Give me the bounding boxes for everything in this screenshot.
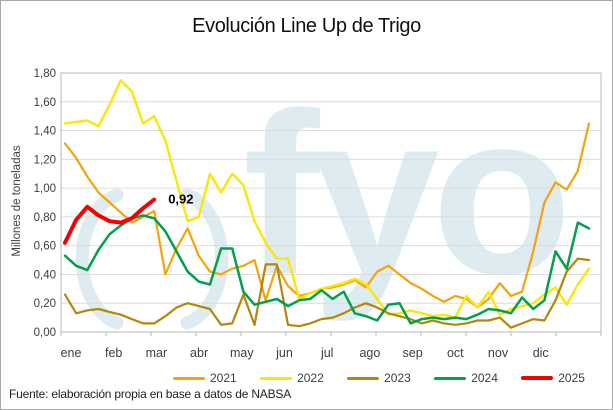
legend-item-2023: 2023 <box>347 371 411 385</box>
watermark-text: fyo <box>243 65 564 322</box>
y-tick-label: 1,00 <box>34 183 56 195</box>
data-label-last: 0,92 <box>168 192 193 207</box>
x-month-label: nov <box>488 346 509 360</box>
x-month-label: sep <box>403 346 423 360</box>
series-line-2022 <box>63 78 591 319</box>
legend-label-2024: 2024 <box>471 371 498 385</box>
legend-item-2022: 2022 <box>260 371 324 385</box>
x-month-label: may <box>230 346 254 360</box>
y-tick-label: 0,00 <box>34 327 56 339</box>
legend-item-2021: 2021 <box>173 371 237 385</box>
y-tick-label: 0,60 <box>34 241 56 253</box>
y-tick-label: 0,80 <box>34 212 56 224</box>
chart-title: Evolución Line Up de Trigo <box>192 15 421 37</box>
legend-label-2022: 2022 <box>297 371 324 385</box>
x-month-label: dic <box>533 346 549 360</box>
legend-swatch-2021 <box>173 376 205 380</box>
source-note: Fuente: elaboración propia en base a dat… <box>9 387 291 401</box>
legend-item-2025: 2025 <box>521 371 585 385</box>
legend-label-2025: 2025 <box>558 371 585 385</box>
x-month-label: abr <box>190 346 208 360</box>
y-tick-label: 1,20 <box>34 154 56 166</box>
x-month-label: oct <box>447 346 464 360</box>
legend-label-2021: 2021 <box>210 371 237 385</box>
legend-label-2023: 2023 <box>384 371 411 385</box>
x-month-label: ene <box>61 346 82 360</box>
y-tick-label: 1,60 <box>34 97 56 109</box>
x-month-label: jun <box>275 346 293 360</box>
x-month-label: feb <box>105 346 122 360</box>
watermark-arc-left <box>75 188 124 330</box>
y-tick-label: 0,20 <box>34 298 56 310</box>
series-line-2024 <box>63 214 591 325</box>
x-month-label: ago <box>359 346 380 360</box>
y-tick-label: 1,40 <box>34 126 56 138</box>
legend-swatch-2023 <box>347 376 380 380</box>
series-line-2025 <box>63 197 157 245</box>
legend-swatch-2025 <box>521 376 554 380</box>
y-tick-label: 0,40 <box>34 269 56 281</box>
series-line-2023 <box>63 257 591 329</box>
legend-item-2024: 2024 <box>434 371 498 385</box>
x-month-label: mar <box>146 346 168 360</box>
y-tick-label: 1,80 <box>34 68 56 80</box>
legend-swatch-2024 <box>434 376 467 380</box>
x-month-label: jul <box>320 346 334 360</box>
chart-legend: 2021 2022 2023 2024 2025 <box>173 371 585 385</box>
legend-swatch-2022 <box>260 376 293 380</box>
